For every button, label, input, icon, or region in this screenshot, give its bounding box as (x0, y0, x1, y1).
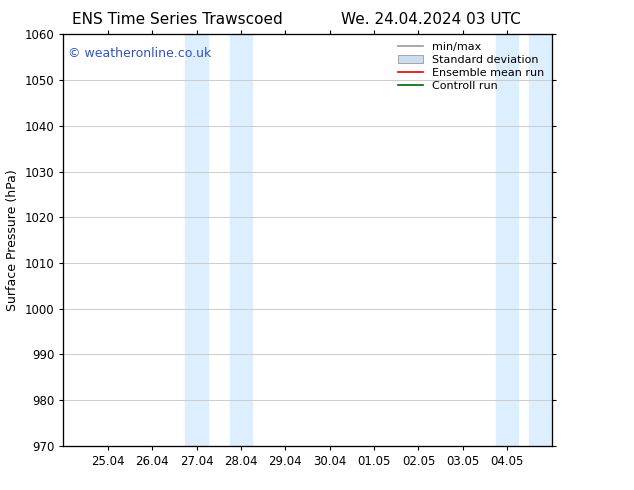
Text: © weatheronline.co.uk: © weatheronline.co.uk (68, 47, 212, 60)
Text: We. 24.04.2024 03 UTC: We. 24.04.2024 03 UTC (341, 12, 521, 27)
Bar (496, 34, 519, 446)
Text: ENS Time Series Trawscoed: ENS Time Series Trawscoed (72, 12, 283, 27)
Bar (186, 34, 208, 446)
Bar (230, 34, 252, 446)
Legend: min/max, Standard deviation, Ensemble mean run, Controll run: min/max, Standard deviation, Ensemble me… (396, 40, 546, 93)
Y-axis label: Surface Pressure (hPa): Surface Pressure (hPa) (6, 169, 19, 311)
Bar (529, 34, 552, 446)
